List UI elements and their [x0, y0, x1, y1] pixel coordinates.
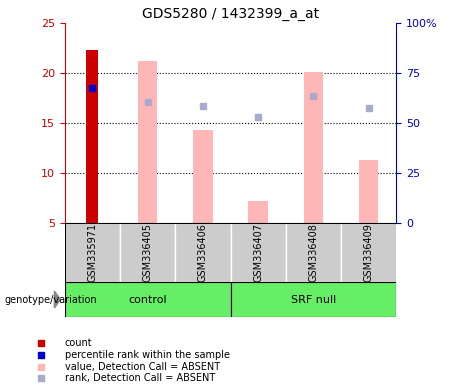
Bar: [175, 223, 230, 282]
Bar: [286, 223, 341, 282]
Polygon shape: [54, 291, 60, 308]
Bar: [138, 61, 157, 223]
Text: SRF null: SRF null: [291, 295, 336, 305]
Text: GSM336408: GSM336408: [308, 223, 319, 282]
Text: control: control: [128, 295, 167, 305]
Bar: [120, 223, 175, 282]
Text: GSM336407: GSM336407: [253, 223, 263, 282]
Bar: [65, 223, 120, 282]
Text: GSM336406: GSM336406: [198, 223, 208, 282]
Text: GSM336409: GSM336409: [364, 223, 374, 282]
Bar: [304, 72, 323, 223]
Bar: [193, 130, 213, 223]
Text: rank, Detection Call = ABSENT: rank, Detection Call = ABSENT: [65, 373, 215, 383]
Text: GSM336405: GSM336405: [142, 223, 153, 282]
Bar: [65, 282, 230, 317]
Text: value, Detection Call = ABSENT: value, Detection Call = ABSENT: [65, 361, 219, 372]
Text: GSM335971: GSM335971: [87, 223, 97, 282]
Text: genotype/variation: genotype/variation: [5, 295, 97, 305]
Title: GDS5280 / 1432399_a_at: GDS5280 / 1432399_a_at: [142, 7, 319, 21]
Bar: [359, 160, 378, 223]
Bar: [86, 50, 99, 223]
Bar: [230, 223, 286, 282]
Text: percentile rank within the sample: percentile rank within the sample: [65, 350, 230, 360]
Bar: [248, 201, 268, 223]
Bar: [341, 223, 396, 282]
Bar: [230, 282, 396, 317]
Text: count: count: [65, 338, 92, 348]
